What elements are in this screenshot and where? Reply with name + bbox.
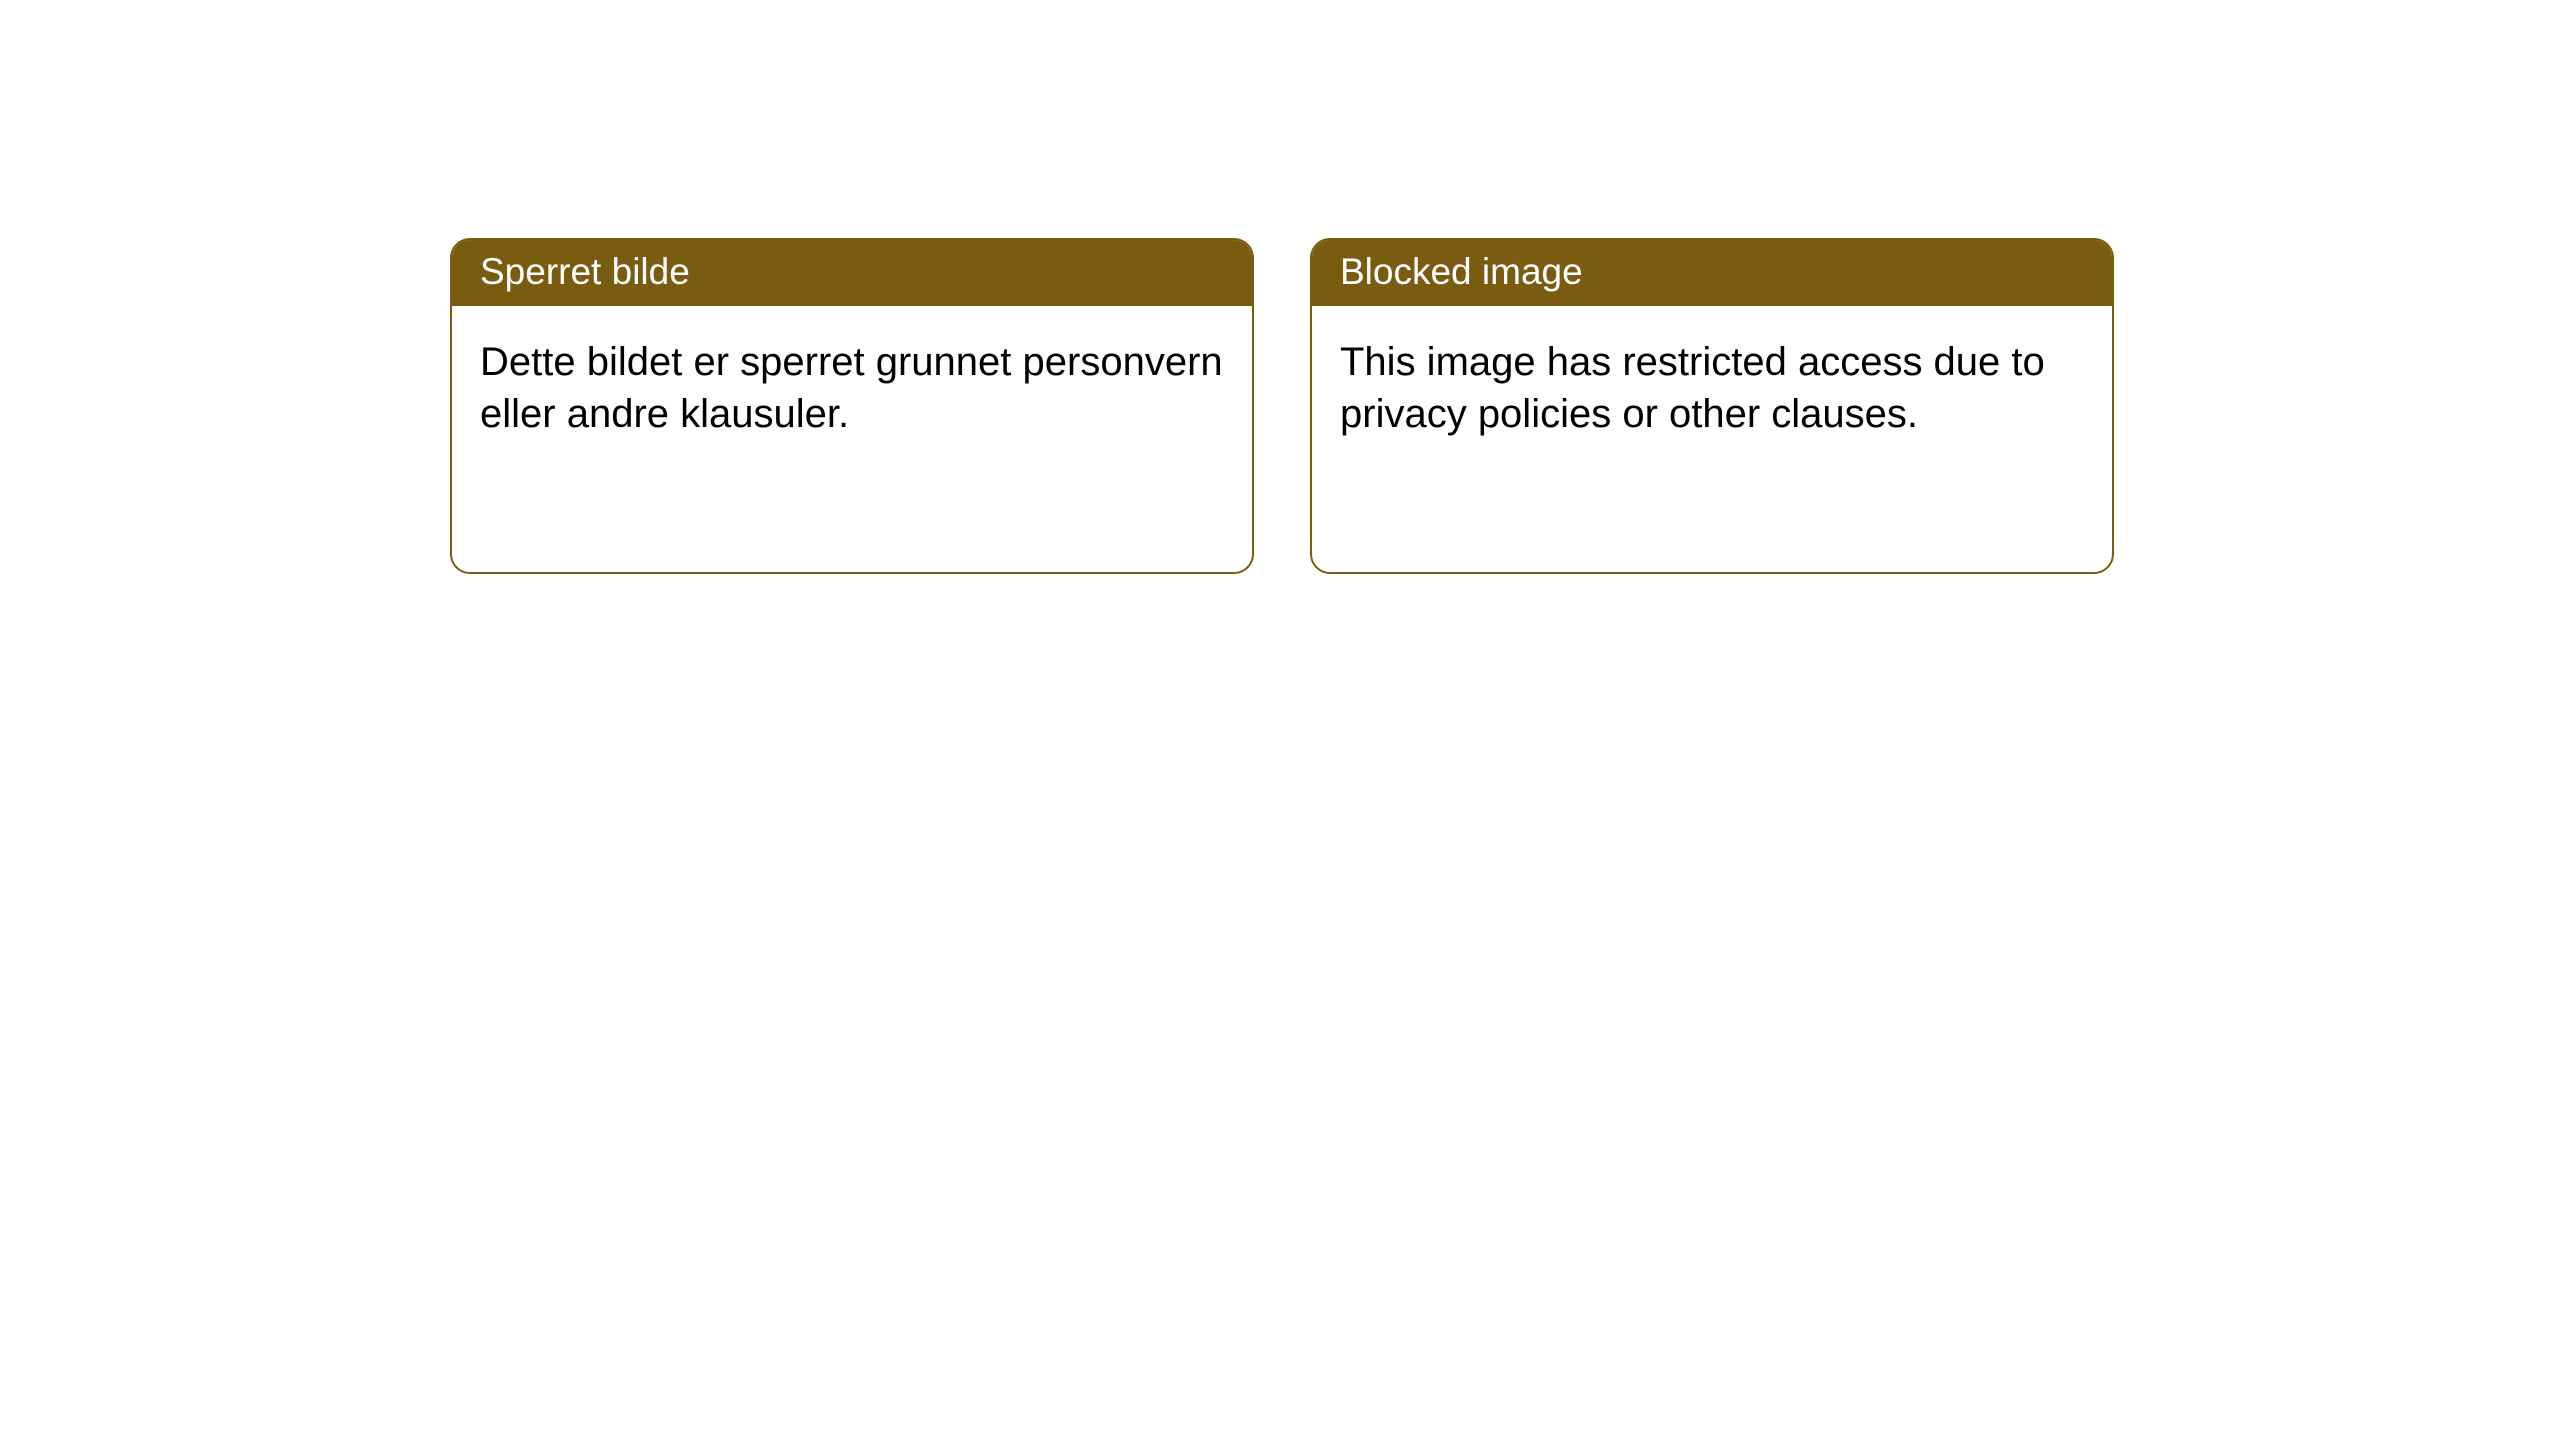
notice-card-norwegian: Sperret bilde Dette bildet er sperret gr… — [450, 238, 1254, 574]
notice-body-english: This image has restricted access due to … — [1312, 306, 2112, 470]
notice-container: Sperret bilde Dette bildet er sperret gr… — [450, 238, 2114, 574]
notice-card-english: Blocked image This image has restricted … — [1310, 238, 2114, 574]
notice-title-english: Blocked image — [1312, 240, 2112, 306]
notice-body-norwegian: Dette bildet er sperret grunnet personve… — [452, 306, 1252, 470]
notice-title-norwegian: Sperret bilde — [452, 240, 1252, 306]
